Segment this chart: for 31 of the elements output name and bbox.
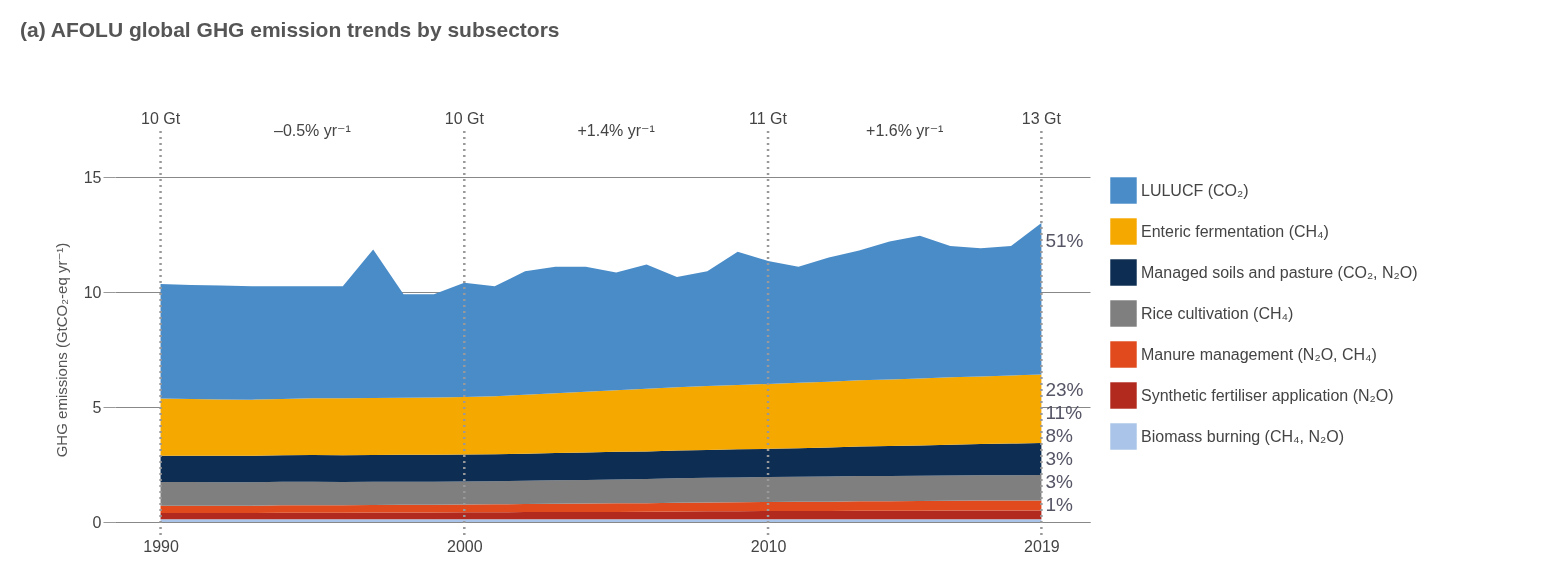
y-axis-title: GHG emissions (GtCO₂-eq yr⁻¹) [52, 242, 70, 458]
annotation: 3% [1045, 471, 1073, 492]
ref-line-label: 13 Gt [1021, 110, 1062, 127]
x-tick-label: 2019 [1024, 537, 1060, 555]
annotation: 3% [1045, 448, 1073, 469]
x-tick-label: 1990 [143, 537, 179, 555]
chart-title: (a) AFOLU global GHG emission trends by subsectors [20, 18, 560, 41]
legend-label: Managed soils and pasture (CO₂, N₂O) [1141, 263, 1418, 281]
y-tick-label: 5 [92, 398, 102, 416]
x-tick-label: 2000 [447, 537, 483, 555]
annotation: 23% [1045, 379, 1084, 400]
annotation: 11% [1045, 402, 1083, 423]
annotation: 1% [1045, 494, 1073, 515]
annotation: 8% [1045, 425, 1073, 446]
legend-label: Biomass burning (CH₄, N₂O) [1141, 427, 1345, 445]
legend-label: LULUCF (CO₂) [1141, 181, 1249, 199]
ref-line-label: 10 Gt [140, 110, 181, 127]
y-tick-label: 15 [83, 168, 102, 186]
y-tick-label: 0 [92, 513, 102, 531]
text: +1.4% yr⁻¹ [577, 122, 655, 139]
annotation: 51% [1045, 230, 1084, 251]
legend-label: Enteric fermentation (CH₄) [1141, 222, 1329, 240]
x-tick-label: 2010 [750, 537, 787, 555]
text: +1.6% yr⁻¹ [866, 122, 944, 139]
legend-label: Rice cultivation (CH₄) [1141, 304, 1294, 322]
ref-line-label: 10 Gt [444, 110, 485, 127]
legend-label: Manure management (N₂O, CH₄) [1141, 345, 1377, 363]
y-tick-label: 10 [83, 283, 102, 301]
ref-line-label: 11 Gt [749, 110, 788, 127]
legend-label: Synthetic fertiliser application (N₂O) [1141, 386, 1394, 404]
text: –0.5% yr⁻¹ [273, 122, 351, 139]
